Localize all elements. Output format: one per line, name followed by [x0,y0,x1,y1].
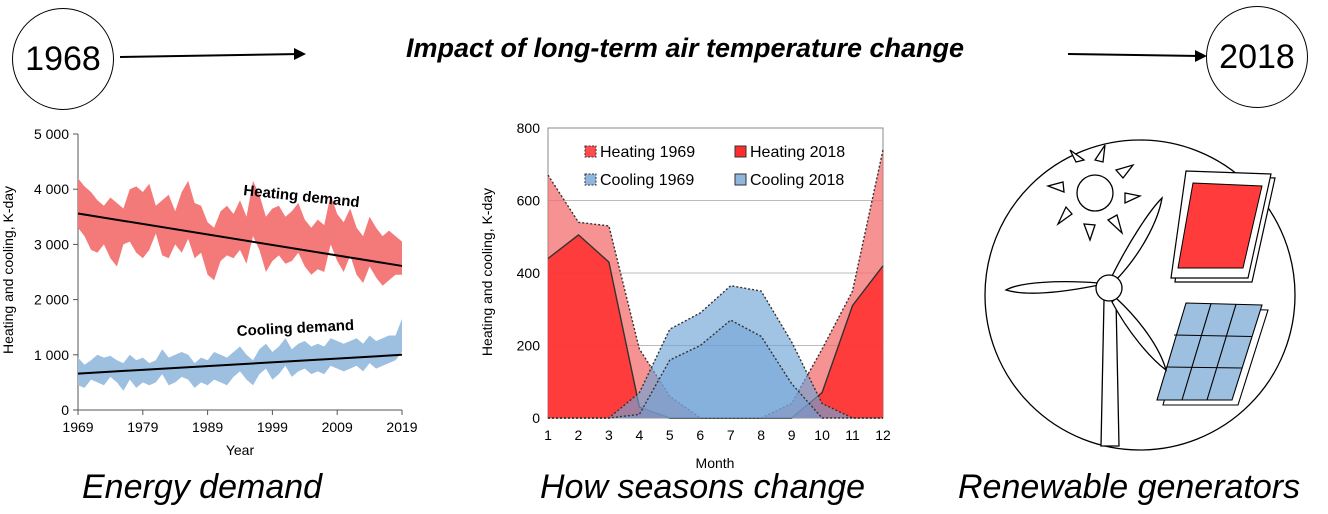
chart2-legend: Heating 1969 Heating 2018 Cooling 1969 Cool… [584,144,845,189]
chart1-ticks: 0 1 000 2 000 3 000 4 000 5 000 1969 1979 1989 19… [34,126,418,435]
sun-icon [1045,144,1143,242]
page-title: Impact of long-term air temperature chan… [405,33,965,63]
chart1-ytick-label: 1 000 [34,347,69,363]
chart1-xtick-label: 1969 [62,419,93,435]
heating-demand-band [78,178,402,286]
legend-swatch [584,145,597,158]
cooling-1969-line [548,319,883,419]
caption-seasons: How seasons change [540,468,866,506]
chart1-annotation-cooling: Cooling demand [236,317,354,340]
legend-label: Heating 1969 [600,144,695,161]
legend-label: Cooling 1969 [600,172,694,189]
chart1-series [77,178,403,391]
chart2-ytick-label: 600 [517,193,541,209]
legend-label: Cooling 2018 [750,172,844,189]
chart2-xtick-label: 6 [696,427,704,443]
end-year-circle: 2018 [1206,6,1308,108]
chart1-ytick-label: 3 000 [34,236,69,252]
end-year-label: 2018 [1219,37,1295,76]
chart2-ytick-label: 800 [517,120,541,136]
chart1-xtick-label: 2009 [322,419,353,435]
chart2-xtick-label: 10 [814,427,830,443]
chart2-xtick-label: 8 [757,427,765,443]
heating-1969-line [547,149,884,419]
chart2-xtick-label: 1 [544,427,552,443]
legend-swatch [734,173,747,186]
cooling-2018-line [548,284,883,419]
chart2-ylabel: Heating and cooling, K-day [479,188,495,356]
caption-energy-demand: Energy demand [82,468,323,506]
photovoltaic-panel-icon [1156,302,1269,406]
caption-renewables: Renewable generators [958,468,1301,506]
chart1-xtick-label: 1979 [127,419,158,435]
solar-thermal-panel-icon [1170,170,1276,283]
chart1-ytick-label: 0 [61,402,69,418]
heating-trend-line [77,212,403,267]
chart2-xtick-label: 7 [727,427,735,443]
chart2-series [547,149,884,419]
chart2-xtick-label: 9 [788,427,796,443]
start-year-label: 1968 [25,39,101,78]
legend-swatch [584,173,597,186]
start-year-circle: 1968 [12,8,114,110]
chart2-xtick-label: 2 [575,427,583,443]
cooling-demand-band [78,318,402,391]
arrow-left [119,48,306,60]
wind-turbine-icon [1004,196,1168,447]
renewables-illustration [984,139,1296,451]
chart2-xtick-label: 3 [605,427,613,443]
chart2-xlabel: Month [696,455,735,471]
chart1-ytick-label: 2 000 [34,292,69,308]
heating-1969-area [548,149,883,419]
chart1-ytick-label: 5 000 [34,126,69,142]
chart1-ytick-label: 4 000 [34,181,69,197]
chart2-ytick-label: 200 [517,338,541,354]
chart1-ylabel: Heating and cooling, K-day [0,186,16,354]
chart2-xtick-label: 4 [635,427,643,443]
cooling-1969-area [548,320,883,418]
chart2-xtick-label: 11 [845,427,860,443]
chart2-xtick-label: 5 [666,427,674,443]
chart2-ytick-label: 400 [517,265,541,281]
chart2-xtick-label: 12 [875,427,891,443]
cooling-trend-line [77,353,403,375]
chart2-ytick-label: 0 [532,410,540,426]
chart1-xtick-label: 1999 [257,419,288,435]
chart1-xlabel: Year [226,442,255,458]
legend-label: Heating 2018 [750,144,845,161]
chart1-xtick-label: 2019 [386,419,417,435]
energy-demand-chart: 0 1 000 2 000 3 000 4 000 5 000 1969 1979 1989 19… [0,126,418,458]
chart1-xtick-label: 1989 [192,419,223,435]
arrow-right [1067,50,1207,62]
legend-swatch [734,145,747,158]
